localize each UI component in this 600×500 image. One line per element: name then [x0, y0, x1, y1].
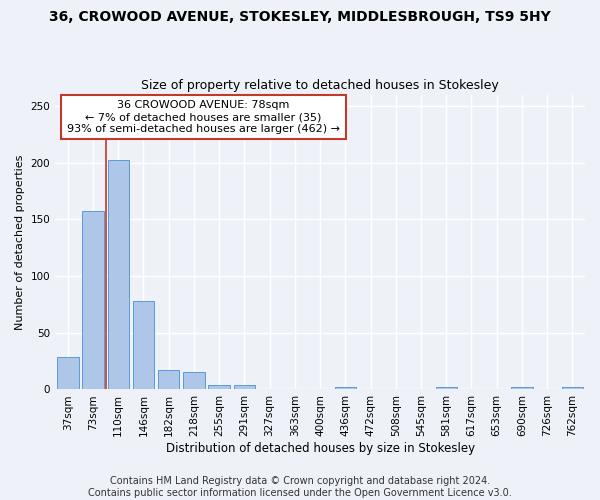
Text: 36 CROWOOD AVENUE: 78sqm
← 7% of detached houses are smaller (35)
93% of semi-de: 36 CROWOOD AVENUE: 78sqm ← 7% of detache… [67, 100, 340, 134]
Title: Size of property relative to detached houses in Stokesley: Size of property relative to detached ho… [141, 79, 499, 92]
Bar [208, 385, 230, 390]
Bar [335, 387, 356, 390]
Bar [562, 387, 583, 390]
Bar [82, 212, 104, 390]
Bar [183, 372, 205, 390]
Bar [233, 385, 255, 390]
Text: 36, CROWOOD AVENUE, STOKESLEY, MIDDLESBROUGH, TS9 5HY: 36, CROWOOD AVENUE, STOKESLEY, MIDDLESBR… [49, 10, 551, 24]
Bar [57, 356, 79, 390]
Bar [158, 370, 179, 390]
Bar [107, 160, 129, 390]
Y-axis label: Number of detached properties: Number of detached properties [15, 154, 25, 330]
Bar [133, 301, 154, 390]
X-axis label: Distribution of detached houses by size in Stokesley: Distribution of detached houses by size … [166, 442, 475, 455]
Bar [511, 387, 533, 390]
Text: Contains HM Land Registry data © Crown copyright and database right 2024.
Contai: Contains HM Land Registry data © Crown c… [88, 476, 512, 498]
Bar [436, 387, 457, 390]
